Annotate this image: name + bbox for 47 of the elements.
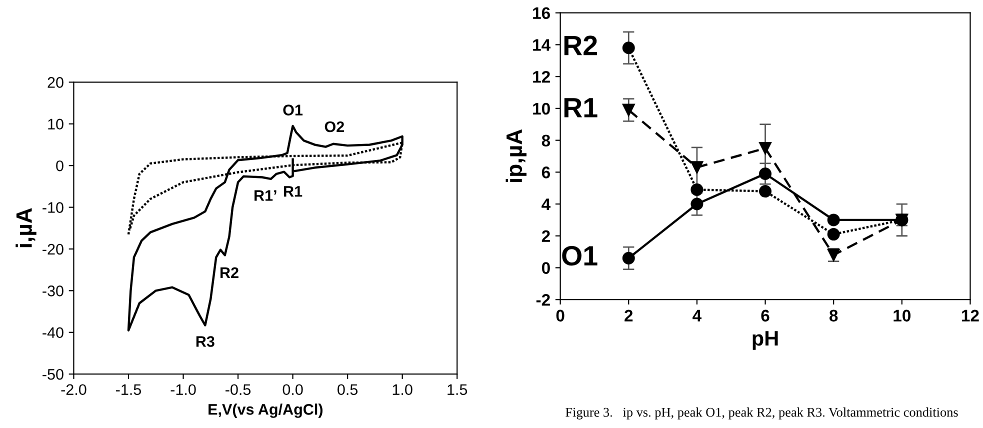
y-axis-title: ip,µA [506,129,526,182]
y-tick-label: 2 [542,230,550,242]
x-tick-label: 12 [962,310,979,322]
y-tick-label: 10 [533,102,550,115]
series-label: R2 [564,36,597,56]
y-tick-label: 0 [542,262,550,274]
x-tick-label: 10 [894,310,910,322]
y-tick-label: -30 [42,286,64,296]
caption: Figure 3. ip vs. pH, peak O1, peak R2, peak R3. Voltammetric conditions [566,407,958,420]
y-tick-label: -2 [536,294,550,306]
x-tick-label: 8 [829,310,838,322]
annotation: O2 [324,121,344,132]
y-tick-label: 6 [542,166,550,178]
series-label: R1 [564,98,598,118]
x-tick-label: -0.5 [226,384,251,396]
y-tick-label: -50 [42,368,64,380]
x-tick-label: 2 [624,310,633,322]
x-tick-label: -1.5 [116,384,142,396]
x-tick-label: -1.0 [170,384,196,396]
annotation: O1 [283,104,303,116]
x-tick-label: 1.5 [448,384,468,396]
y-tick-label: 12 [533,70,550,83]
y-tick-label: 20 [48,77,64,88]
x-tick-label: 6 [761,310,770,322]
x-tick-label: 1.0 [392,384,412,396]
x-tick-label: 0 [556,310,564,322]
y-tick-label: 4 [542,198,550,210]
y-tick-label: 8 [542,134,550,146]
x-tick-label: 4 [692,310,702,322]
y-tick-label: -40 [42,327,64,338]
series-label: O1 [562,246,598,266]
y-tick-label: -20 [42,244,64,255]
y-tick-label: 14 [533,39,550,51]
y-axis-title: i,µA [16,208,36,248]
x-tick-label: 0.5 [338,384,358,396]
y-tick-label: -10 [42,202,64,213]
y-tick-label: 10 [48,118,64,130]
annotation: R3 [196,336,214,347]
x-axis-title: pH [752,331,778,350]
x-axis-title: E,V(vs Ag/AgCl) [208,404,323,418]
x-tick-label: 0.0 [282,384,303,396]
x-tick-label: -2.0 [61,384,86,396]
annotation: R1’ [254,190,276,201]
y-tick-label: 16 [533,7,550,20]
annotation: R2 [220,267,238,278]
annotation: R1 [284,186,302,197]
y-tick-label: 0 [56,160,64,172]
